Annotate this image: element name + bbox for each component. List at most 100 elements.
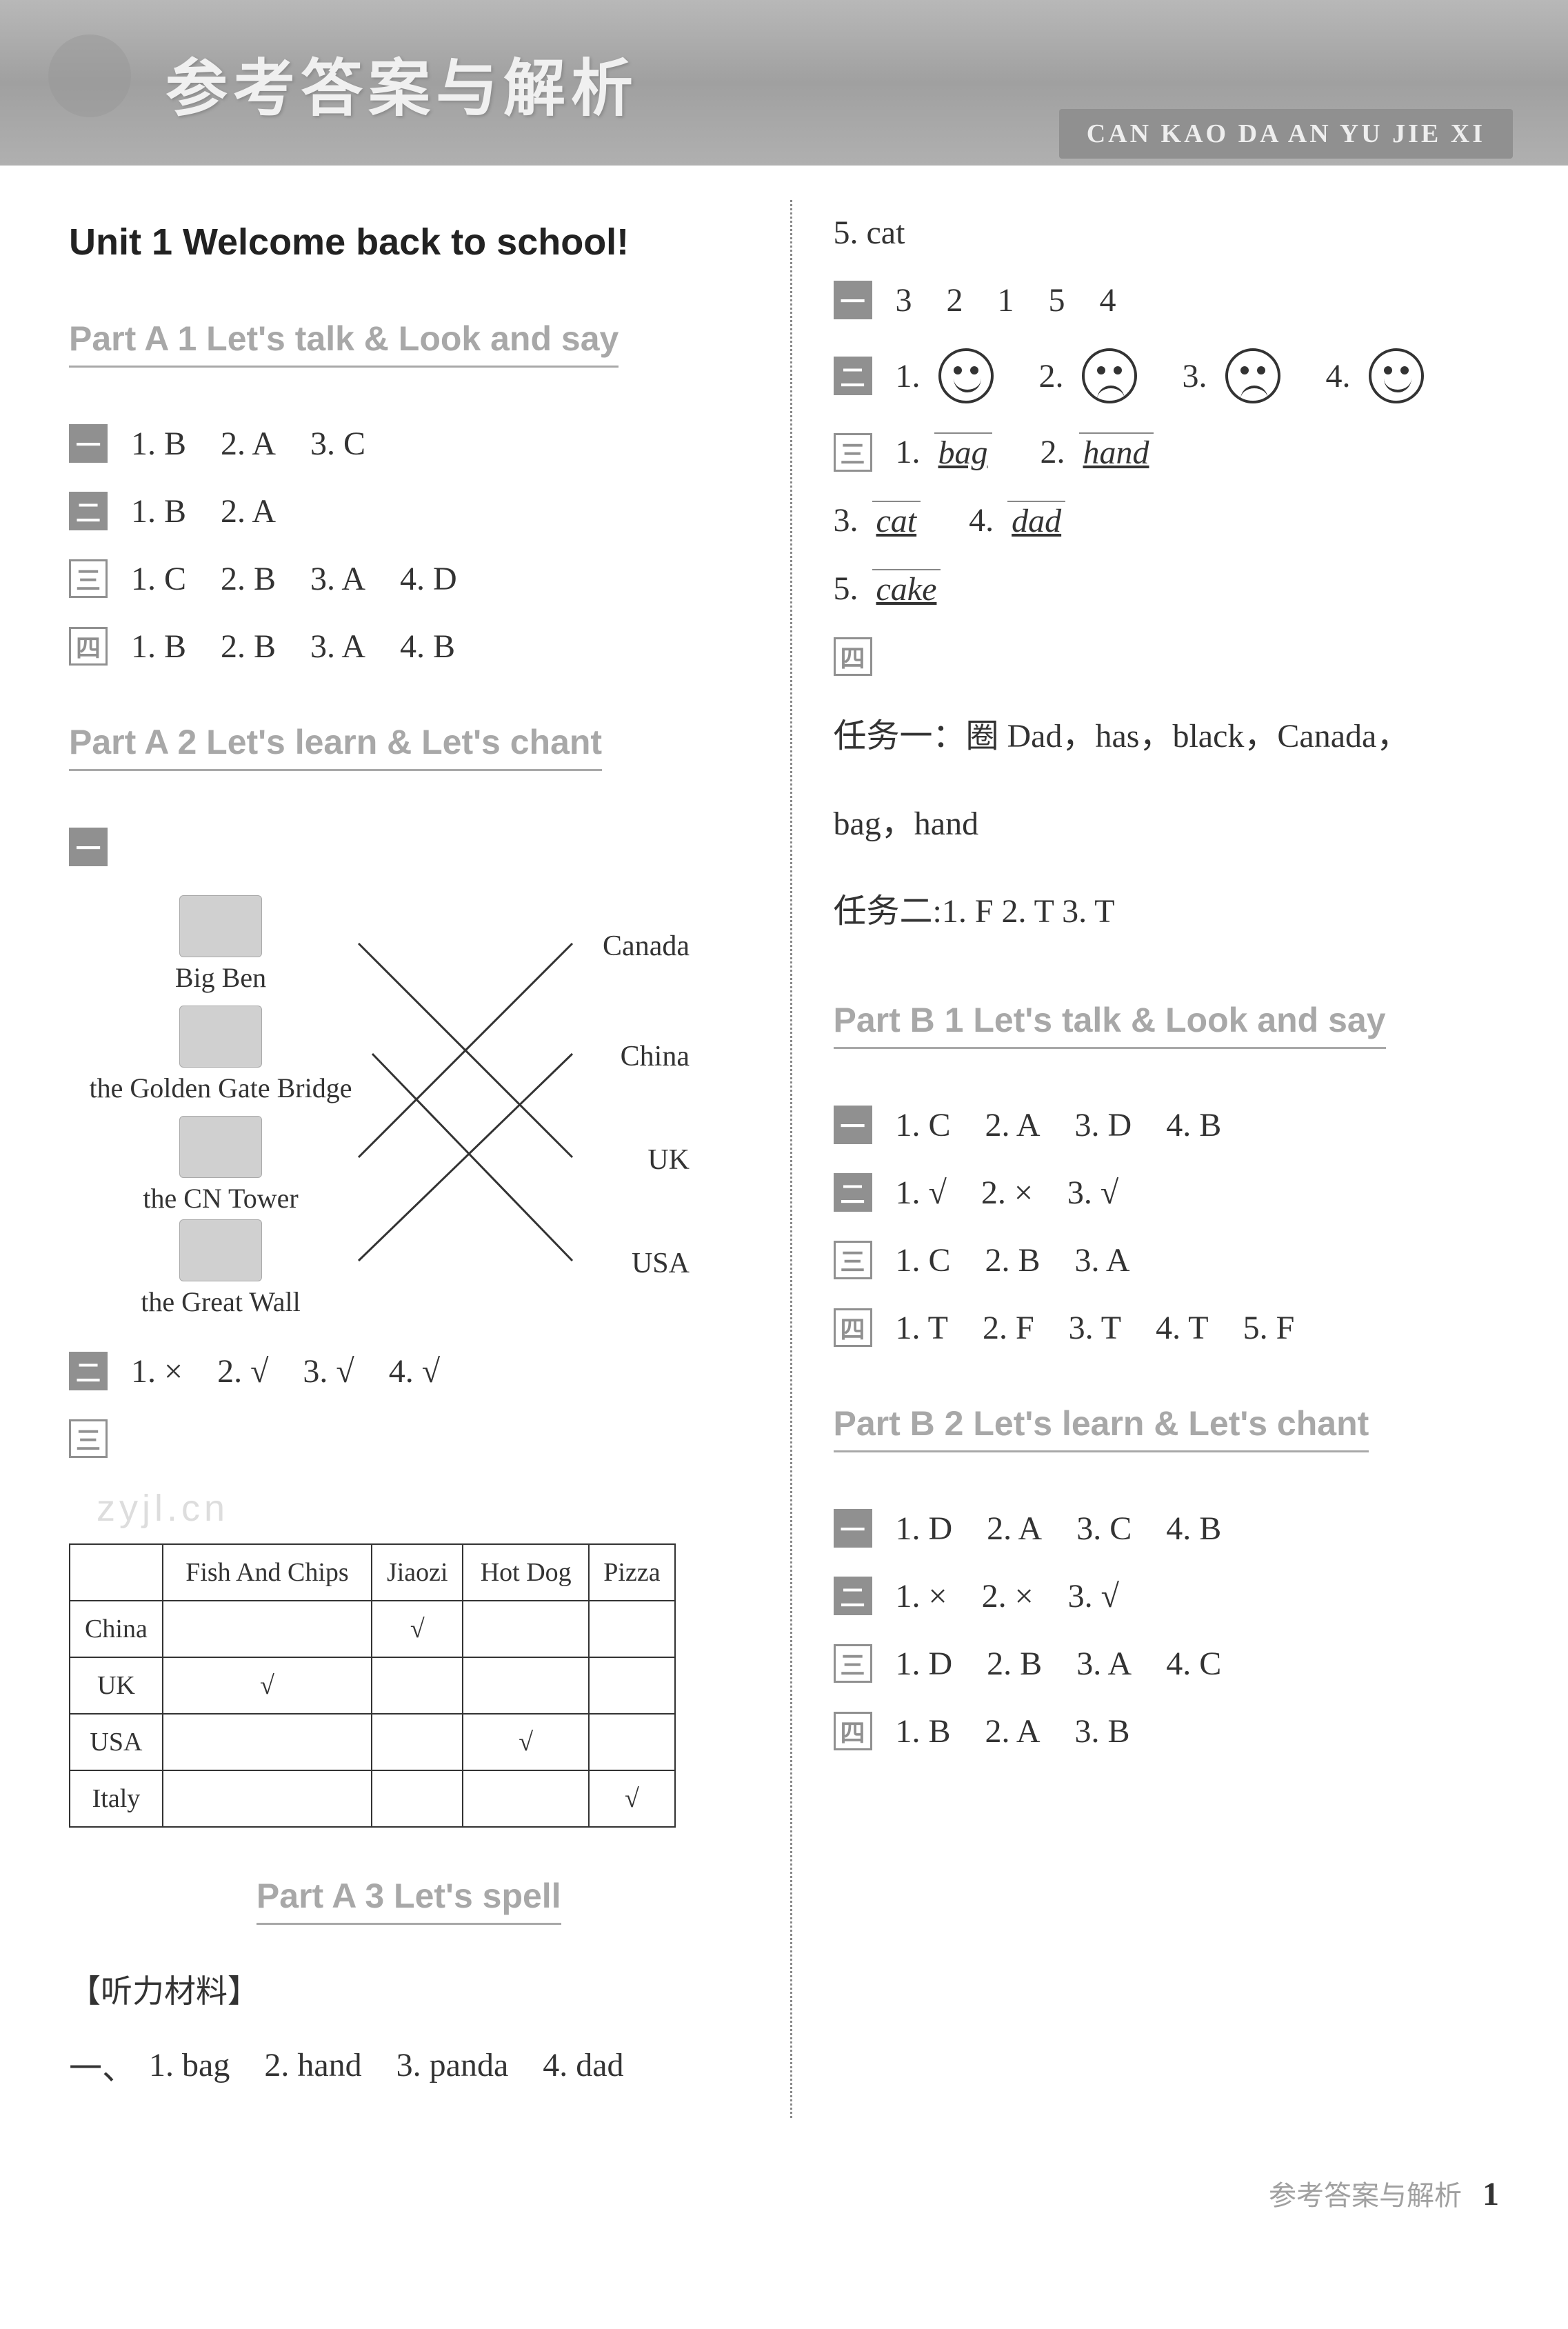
answer: 2. B bbox=[221, 628, 276, 666]
part-b1-heading: Part B 1 Let's talk & Look and say bbox=[834, 1000, 1386, 1049]
word-pre: 1. bbox=[896, 433, 921, 471]
part-a1-heading: Part A 1 Let's talk & Look and say bbox=[69, 319, 619, 368]
td: √ bbox=[163, 1657, 372, 1714]
answer: 2. A bbox=[987, 1510, 1042, 1548]
table-row: Italy √ bbox=[70, 1770, 675, 1827]
td bbox=[589, 1601, 675, 1657]
answer: 2. F bbox=[983, 1309, 1034, 1347]
answer: 5. F bbox=[1243, 1309, 1295, 1347]
a3-listening-row1: 一、 1. bag 2. hand 3. panda 4. dad bbox=[69, 2041, 749, 2089]
matching-diagram: Big Ben the Golden Gate Bridge the CN To… bbox=[69, 895, 690, 1323]
answer: 2. √ bbox=[217, 1352, 268, 1390]
a2-marker3: 三 bbox=[69, 1419, 749, 1458]
td bbox=[163, 1770, 372, 1827]
answer: 3. √ bbox=[303, 1352, 354, 1390]
td: √ bbox=[589, 1770, 675, 1827]
word-pre: 2. bbox=[1041, 433, 1065, 471]
greatwall-icon bbox=[179, 1219, 262, 1281]
answer: 1. B bbox=[131, 425, 186, 463]
a1-row2: 二 1. B 2. A bbox=[69, 492, 749, 530]
answer: 1. bag bbox=[149, 2046, 230, 2084]
answer: 1. T bbox=[896, 1309, 948, 1347]
country-china: China bbox=[621, 1040, 690, 1073]
answer: 2. A bbox=[221, 492, 276, 530]
frown-face-icon bbox=[1225, 348, 1280, 403]
answer: 1. × bbox=[131, 1352, 183, 1390]
table-row: China √ bbox=[70, 1601, 675, 1657]
td-label: UK bbox=[70, 1657, 163, 1714]
answer: 4 bbox=[1100, 281, 1116, 319]
answer: 4. B bbox=[1166, 1106, 1221, 1144]
answer: 2. B bbox=[985, 1241, 1041, 1279]
th: Hot Dog bbox=[463, 1544, 588, 1601]
td: √ bbox=[463, 1714, 588, 1770]
answer: 4. D bbox=[400, 560, 457, 598]
answer: 3. √ bbox=[1067, 1174, 1118, 1212]
landmark-greatwall: the Great Wall bbox=[69, 1219, 372, 1318]
answer: 3 bbox=[896, 281, 912, 319]
marker-two-icon: 二 bbox=[69, 492, 108, 530]
answer: 3. C bbox=[1076, 1510, 1132, 1548]
cntower-icon bbox=[179, 1116, 262, 1178]
answer: 2. A bbox=[221, 425, 276, 463]
word-pre: 3. bbox=[834, 501, 858, 539]
marker-two-icon: 二 bbox=[834, 1173, 872, 1212]
td-label: USA bbox=[70, 1714, 163, 1770]
landmark-goldengate: the Golden Gate Bridge bbox=[69, 1006, 372, 1104]
header-pinyin-badge: CAN KAO DA AN YU JIE XI bbox=[1059, 109, 1513, 159]
answer: 2 bbox=[947, 281, 963, 319]
answer: 2. × bbox=[982, 1577, 1034, 1615]
cursive-word: cat bbox=[872, 501, 921, 540]
footer-label: 参考答案与解析 bbox=[1269, 2180, 1462, 2211]
a1-row1: 一 1. B 2. A 3. C bbox=[69, 424, 749, 463]
unit-title: Unit 1 Welcome back to school! bbox=[69, 221, 749, 263]
food-table: Fish And Chips Jiaozi Hot Dog Pizza Chin… bbox=[69, 1543, 676, 1828]
part-b2-heading: Part B 2 Let's learn & Let's chant bbox=[834, 1403, 1369, 1452]
landmark-bigben: Big Ben bbox=[69, 895, 372, 994]
answer: 1. C bbox=[131, 560, 186, 598]
answer: 5 bbox=[1049, 281, 1065, 319]
answer: 2. B bbox=[221, 560, 276, 598]
a1-row4: 四 1. B 2. B 3. A 4. B bbox=[69, 627, 749, 666]
a3-marker4: 四 bbox=[834, 637, 1514, 676]
cursive-word: bag bbox=[934, 432, 992, 472]
answer: 3. D bbox=[1075, 1106, 1132, 1144]
marker-three-icon: 三 bbox=[834, 1644, 872, 1683]
marker-three-icon: 三 bbox=[834, 433, 872, 472]
answer: 2. B bbox=[987, 1645, 1042, 1683]
smile-face-icon bbox=[1369, 348, 1424, 403]
answer: 2. A bbox=[985, 1106, 1041, 1144]
a1-row3: 三 1. C 2. B 3. A 4. D bbox=[69, 559, 749, 598]
a3-listening-row1b: 5. cat bbox=[834, 214, 1514, 252]
marker-four-icon: 四 bbox=[69, 627, 108, 666]
face-label: 3. bbox=[1183, 357, 1207, 395]
face-label: 1. bbox=[896, 357, 921, 395]
cursive-word: dad bbox=[1007, 501, 1065, 540]
answer: 3. A bbox=[1075, 1241, 1130, 1279]
td-label: Italy bbox=[70, 1770, 163, 1827]
marker-one-icon: 一 bbox=[834, 1106, 872, 1144]
country-usa: USA bbox=[632, 1247, 690, 1280]
prefix: 一、 bbox=[69, 2041, 135, 2089]
task1-words: Dad，has，black，Canada， bbox=[1007, 718, 1410, 754]
marker-four-icon: 四 bbox=[834, 1308, 872, 1347]
listening-label: 【听力材料】 bbox=[69, 1966, 749, 2012]
landmark-label: the CN Tower bbox=[143, 1182, 298, 1215]
goldengate-icon bbox=[179, 1006, 262, 1068]
part-a3-heading-wrap: Part A 3 Let's spell bbox=[69, 1855, 749, 1946]
table-header-row: Fish And Chips Jiaozi Hot Dog Pizza bbox=[70, 1544, 675, 1601]
b2-row2: 二 1. × 2. × 3. √ bbox=[834, 1577, 1514, 1615]
table-row: USA √ bbox=[70, 1714, 675, 1770]
answer: 1. D bbox=[896, 1645, 953, 1683]
td: √ bbox=[372, 1601, 463, 1657]
face-label: 4. bbox=[1326, 357, 1351, 395]
answer: 3. T bbox=[1069, 1309, 1121, 1347]
column-divider bbox=[790, 200, 792, 2118]
marker-one-icon: 一 bbox=[69, 828, 108, 866]
bigben-icon bbox=[179, 895, 262, 957]
a2-marker1: 一 bbox=[69, 828, 749, 866]
td bbox=[372, 1770, 463, 1827]
answer: 2. hand bbox=[264, 2046, 361, 2084]
b2-row4: 四 1. B 2. A 3. B bbox=[834, 1712, 1514, 1750]
right-column: 5. cat 一 3 2 1 5 4 二 1. 2. 3. 4. 三 1. bbox=[834, 200, 1514, 2118]
